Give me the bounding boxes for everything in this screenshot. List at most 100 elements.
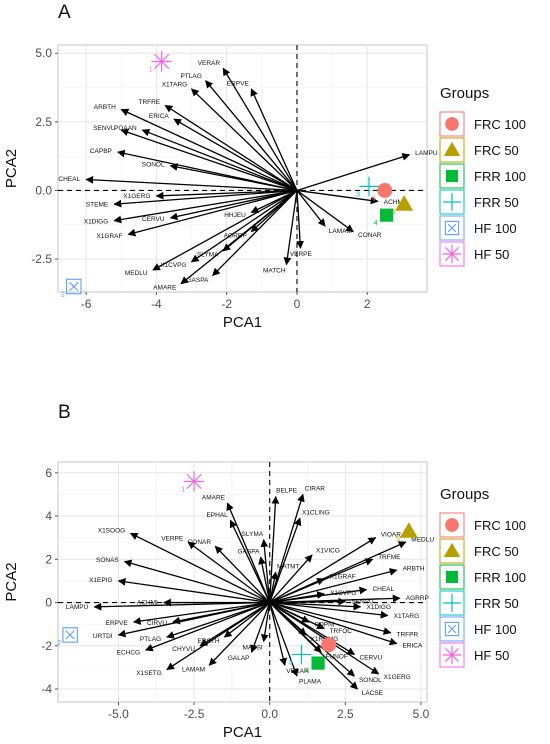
point-label: 3: [356, 191, 360, 198]
panel-letter: B: [58, 402, 71, 423]
loading-label: AMARE: [202, 495, 226, 502]
point-label: 5: [396, 536, 400, 543]
loading-label: X1GRAF: [330, 573, 356, 580]
loading-vectors: AMARE EPHAL BELPE CIRAR X1CLING SLYMA CONAR VER…: [66, 486, 434, 698]
x-tick-label: 0.0: [261, 707, 278, 721]
y-tick-label: 4: [45, 509, 52, 523]
loading-label: X1CVPG: [160, 262, 186, 269]
y-tick-label: 2: [45, 552, 52, 566]
loading-arrow: [172, 601, 270, 625]
loading-arrow: [296, 189, 354, 233]
y-axis-title: PCA2: [3, 149, 20, 188]
x-tick-label: -6: [81, 297, 92, 311]
legend-label: HF 50: [474, 247, 509, 262]
x-axis-title: PCA1: [223, 314, 262, 331]
loading-arrow: [269, 602, 358, 690]
group-point: [151, 51, 172, 72]
loading-label: CERVU: [360, 655, 383, 662]
legend-marker: [443, 141, 461, 157]
loading-label: X1GRAF: [96, 233, 122, 240]
y-tick-label: 2.5: [35, 115, 52, 129]
legend-label: FRR 100: [474, 570, 526, 585]
loading-arrow: [190, 189, 298, 263]
group-point: [321, 637, 337, 653]
legend-marker: [442, 645, 462, 665]
axis-ticks: -5.0 -2.5 0.0 2.5 5.0 -4 -2 0 2 4 6: [41, 466, 429, 721]
loading-arrow: [173, 118, 298, 192]
x-tick-label: 5.0: [413, 707, 430, 721]
loading-label: MATCH: [263, 267, 286, 274]
loading-label: CONAR: [188, 539, 212, 546]
loading-arrow: [269, 495, 280, 603]
loading-label: URTDI: [93, 633, 113, 640]
loading-label: CIRVU: [147, 620, 167, 627]
legend-marker: [445, 169, 459, 183]
legend: Groups FRC 100 FRC 50 FRR 100 FRR 50 HF 100 HF…: [439, 486, 526, 668]
loading-arrow: [129, 532, 271, 604]
loading-label: X1GERG: [123, 193, 150, 200]
loading-arrow: [132, 601, 270, 625]
y-tick-label: -4: [41, 682, 52, 696]
y-tick-label: 0.0: [35, 183, 52, 197]
loading-label: X1TARG: [394, 613, 420, 620]
loading-label: ACHMI: [384, 199, 405, 206]
loading-label: GASPA: [238, 548, 261, 555]
loading-label: MEDLU: [411, 537, 434, 544]
loading-label: X1SETG: [136, 670, 162, 677]
legend-marker: [444, 220, 460, 236]
legend-label: FRR 50: [474, 596, 519, 611]
legend-label: FRR 50: [474, 195, 519, 210]
legend-marker: [445, 518, 459, 532]
loading-arrow: [258, 556, 271, 603]
loading-label: X1CVPG: [330, 590, 356, 597]
loading-arrow: [269, 602, 287, 667]
loading-label: ERICA: [149, 113, 170, 120]
loading-arrow: [180, 189, 298, 285]
loading-arrow: [164, 104, 298, 192]
loading-label: VIOAR: [381, 532, 402, 539]
x-tick-label: -4: [151, 297, 162, 311]
loading-label: SONAS: [96, 557, 119, 564]
loading-vectors: VERAR PTLAG X1TARG ERPVE TRFRE ARBTH ERICA SENV…: [58, 60, 437, 291]
loading-arrow: [113, 189, 298, 208]
panel-a: A -6 -4 -2 0 2 -2.5 0.0 2.5 5.0 PCA1 PCA2 VERAR PTLA…: [3, 2, 526, 331]
loading-label: AMARE: [153, 285, 177, 292]
loading-label: CHYVU: [172, 646, 195, 653]
loading-arrow: [269, 601, 392, 635]
loading-label: SENVU: [351, 598, 374, 605]
panel-letter: A: [58, 2, 71, 23]
legend-label: FRC 50: [474, 143, 519, 158]
loading-arrow: [296, 190, 326, 227]
loading-arrow: [269, 594, 401, 604]
loading-label: X1DIGG: [366, 604, 391, 611]
y-tick-label: 6: [45, 466, 52, 480]
legend-key: [439, 564, 465, 590]
loading-label: MEDLU: [125, 270, 148, 277]
loading-label: TRFME: [378, 554, 401, 561]
loading-arrow: [269, 568, 398, 604]
legend-marker: [442, 244, 462, 264]
loading-label: SONOL: [359, 677, 382, 684]
pca-biplot-b: -5.0 -2.5 0.0 2.5 5.0 -4 -2 0 2 4 6 PCA1 PCA2 AMARE EP…: [3, 461, 526, 741]
loading-arrow: [250, 602, 271, 654]
loading-arrow: [269, 493, 305, 603]
loading-label: VERAR: [198, 60, 221, 67]
loading-arrow: [120, 128, 298, 192]
loading-arrow: [212, 189, 298, 277]
legend-marker: [444, 621, 460, 637]
x-tick-label: -2.5: [184, 707, 205, 721]
loading-arrow: [269, 591, 325, 604]
loading-arrow: [269, 601, 362, 611]
x-tick-label: -2: [221, 297, 232, 311]
point-label: 1: [181, 486, 185, 493]
loading-label: TRFRE: [138, 99, 160, 106]
loading-label: LAMPU: [415, 150, 438, 157]
loading-label: VERPE: [161, 535, 184, 542]
loading-label: X1DIGG: [84, 219, 109, 226]
loading-label: LAMAM: [329, 228, 352, 235]
group-point: [311, 656, 325, 670]
loading-label: TRFPR: [397, 631, 419, 638]
point-label: 4: [305, 668, 309, 675]
loading-label: MATMT: [277, 563, 300, 570]
loading-label: SONOL: [142, 162, 165, 169]
